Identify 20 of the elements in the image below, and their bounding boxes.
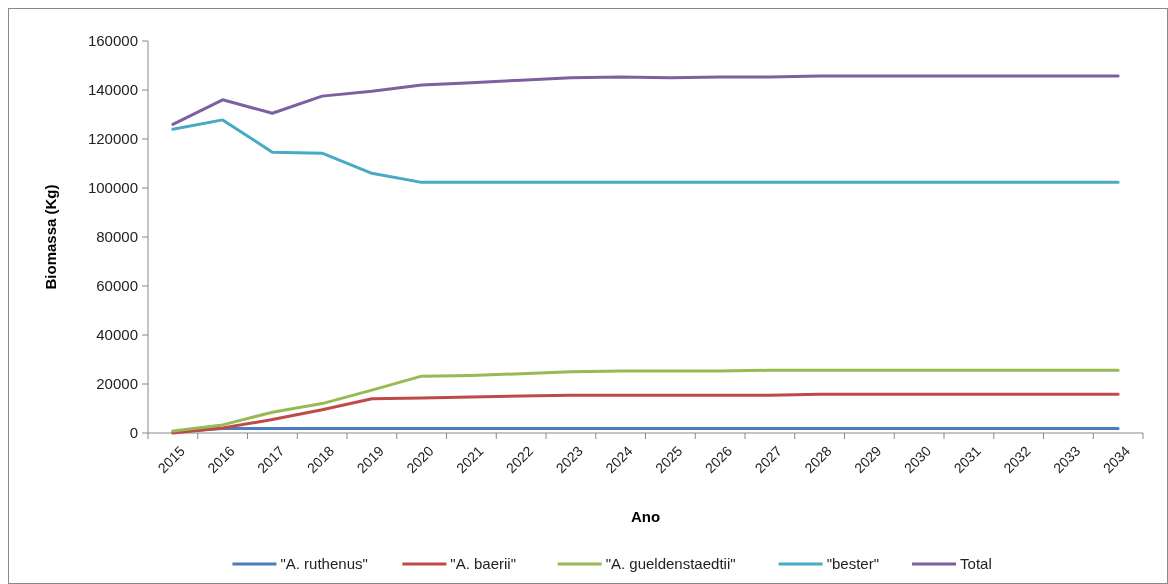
y-tick-label: 120000 (87, 130, 138, 148)
y-tick-label: 100000 (87, 179, 138, 197)
y-tick-label: 0 (129, 424, 138, 442)
line-series (171, 368, 1120, 433)
line-series (171, 118, 1120, 184)
line-series (171, 74, 1120, 126)
legend-label: "A. ruthenus" (280, 555, 368, 573)
legend-label: "A. baerii" (450, 555, 517, 573)
line-series (171, 392, 1120, 435)
legend-label: "A. gueldenstaedtii" (605, 555, 736, 573)
legend-label: Total (960, 555, 992, 573)
y-tick-label: 160000 (87, 32, 138, 50)
x-axis-title: Ano (630, 508, 661, 525)
y-tick-label: 80000 (96, 228, 138, 246)
y-tick-label: 40000 (96, 326, 138, 344)
y-tick-label: 60000 (96, 277, 138, 295)
y-tick-label: 20000 (96, 375, 138, 393)
legend-label: "bester" (826, 555, 879, 573)
y-tick-label: 140000 (87, 81, 138, 99)
y-axis-title: Biomassa (Kg) (42, 184, 59, 290)
